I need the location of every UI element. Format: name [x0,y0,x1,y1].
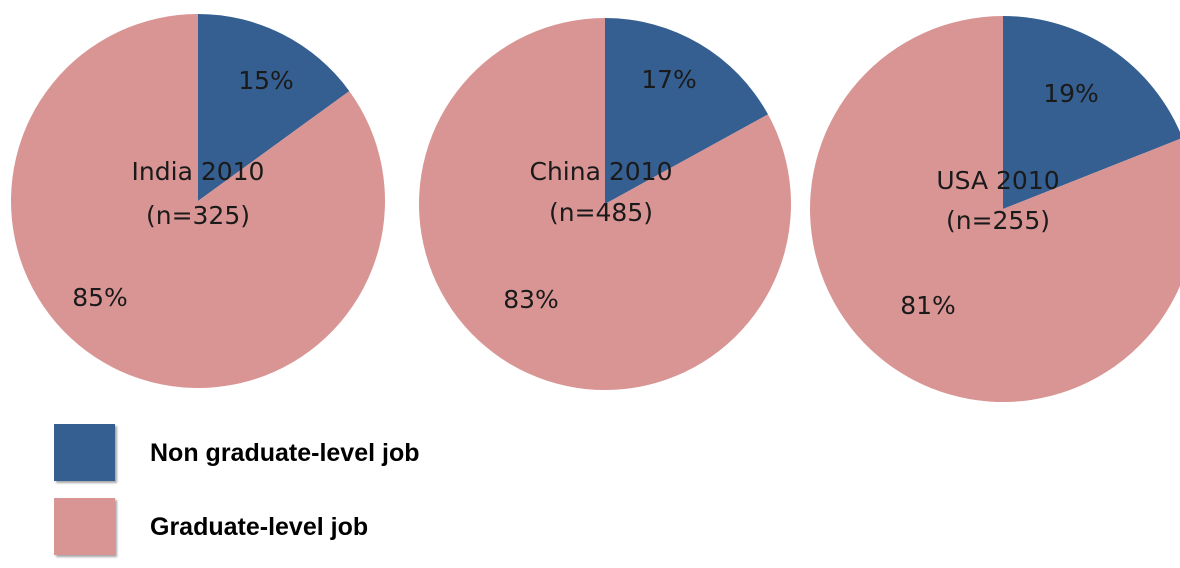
pie-chart-0: 15% 85% India 2010 (n=325) [11,14,386,388]
legend-swatch-graduate [54,498,115,555]
pie-charts: 15% 85% India 2010 (n=325) 17% 83% China 2010 (… [11,14,1180,402]
pie-slice-graduate [418,18,791,390]
slice-label-non-graduate: 17% [641,65,697,94]
pie-title: USA 2010 [936,166,1059,195]
pie-chart-2: 19% 81% USA 2010 (n=255) [810,16,1180,402]
legend-item-graduate: Graduate-level job [54,498,654,568]
pie-sample-size: (n=485) [549,198,653,227]
slice-label-graduate: 85% [72,283,128,312]
slice-label-graduate: 83% [503,285,559,314]
pie-slice-non-graduate [605,18,768,204]
pie-slice-non-graduate [1003,16,1180,209]
slice-label-graduate: 81% [900,291,956,320]
slice-label-non-graduate: 19% [1043,79,1099,108]
slice-label-non-graduate: 15% [238,66,294,95]
pie-slice-graduate [810,16,1180,402]
pie-sample-size: (n=325) [146,201,250,230]
pie-title: India 2010 [132,157,265,186]
pie-chart-1: 17% 83% China 2010 (n=485) [418,18,791,390]
pie-slice-graduate [11,14,386,388]
legend-label-non-graduate: Non graduate-level job [150,439,420,467]
legend-item-non-graduate: Non graduate-level job [54,424,654,494]
pie-sample-size: (n=255) [946,206,1050,235]
pie-slice-non-graduate [198,14,350,201]
legend-swatch-non-graduate [54,424,115,481]
pie-title: China 2010 [530,157,673,186]
legend-label-graduate: Graduate-level job [150,513,369,541]
